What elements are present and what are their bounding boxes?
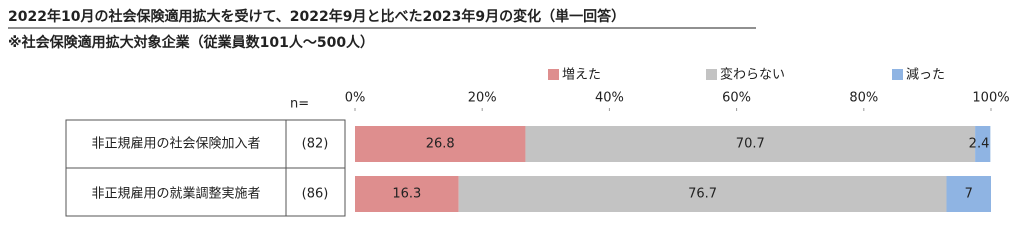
- legend-label: 減った: [906, 67, 945, 83]
- bar-segment: [355, 176, 459, 212]
- value-label: 7: [965, 187, 973, 202]
- value-label: 2.4: [969, 137, 990, 152]
- x-tick-label: 40%: [595, 91, 624, 106]
- value-label: 76.7: [688, 187, 717, 202]
- bar-segment: [355, 126, 526, 162]
- chart-title: 2022年10月の社会保険適用拡大を受けて、2022年9月と比べた2023年9月…: [8, 8, 625, 25]
- category-label: 非正規雇用の社会保険加入者: [91, 136, 260, 152]
- n-value: (86): [302, 187, 329, 202]
- legend-swatch: [892, 69, 903, 80]
- chart: 2022年10月の社会保険適用拡大を受けて、2022年9月と比べた2023年9月…: [8, 8, 1010, 217]
- chart-subtitle: ※社会保険適用拡大対象企業（従業員数101人～500人）: [8, 34, 374, 51]
- bar-segment: [525, 126, 976, 162]
- bar-segment: [975, 126, 991, 162]
- n-value: (82): [302, 137, 329, 152]
- legend-label: 変わらない: [720, 67, 785, 83]
- n-label: n=: [290, 97, 309, 112]
- x-tick-label: 80%: [849, 91, 878, 106]
- value-label: 70.7: [736, 137, 765, 152]
- x-tick-label: 100%: [972, 91, 1009, 106]
- bar-segment: [458, 176, 947, 212]
- legend-label: 増えた: [562, 68, 601, 83]
- x-tick-label: 60%: [722, 91, 751, 106]
- value-label: 26.8: [426, 137, 455, 152]
- legend-swatch: [548, 69, 559, 80]
- x-tick-label: 0%: [345, 91, 366, 106]
- legend-swatch: [706, 69, 717, 80]
- page: 2022年10月の社会保険適用拡大を受けて、2022年9月と比べた2023年9月…: [8, 8, 1010, 217]
- value-label: 16.3: [392, 187, 421, 202]
- category-label: 非正規雇用の就業調整実施者: [91, 186, 260, 202]
- x-tick-label: 20%: [468, 91, 497, 106]
- bar-segment: [946, 176, 991, 212]
